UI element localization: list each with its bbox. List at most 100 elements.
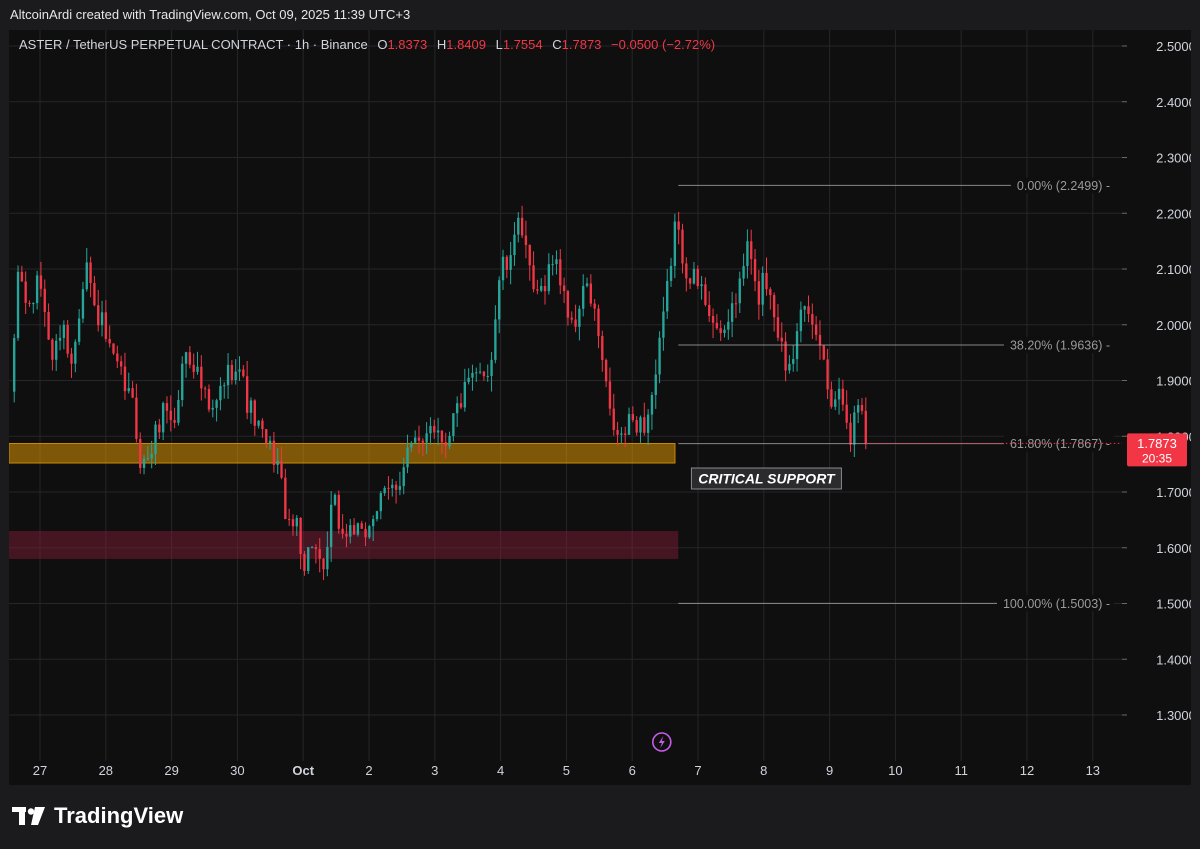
y-tick-label: 2.2000 (1156, 206, 1191, 221)
candle-body (746, 241, 749, 267)
candle-body (646, 414, 650, 433)
x-tick-label: 2 (365, 763, 372, 778)
x-tick-label: 5 (563, 763, 570, 778)
candle-body (803, 306, 806, 310)
candle-body (459, 403, 463, 408)
candle-body (177, 399, 180, 423)
candle-body (750, 241, 753, 260)
candle-body (287, 519, 291, 521)
candle-body (688, 278, 692, 284)
y-tick-label: 2.1000 (1156, 262, 1191, 277)
candle-body (860, 405, 864, 411)
candle-body (604, 359, 608, 382)
candle-body (322, 558, 325, 570)
candle-body (39, 275, 43, 289)
candle-body (475, 372, 478, 374)
price-chart[interactable]: 0.00% (2.2499) - 38.20% (1.9636) - 61.80% … (9, 30, 1191, 785)
candle-body (150, 453, 153, 459)
x-tick-label: 6 (629, 763, 636, 778)
candle-body (238, 369, 241, 372)
candle-body (692, 268, 696, 284)
high-value: 1.8409 (446, 37, 486, 52)
candle-body (757, 281, 761, 305)
candle-body (253, 400, 256, 426)
candle-body (268, 440, 272, 443)
candle-body (608, 381, 612, 409)
candle-body (578, 308, 581, 327)
candle-body (478, 371, 482, 373)
y-tick-label: 2.5000 (1156, 39, 1191, 54)
candle-body (77, 318, 81, 342)
candle-body (769, 289, 772, 296)
candle-body (97, 305, 100, 326)
candle-body (486, 376, 489, 378)
candle-body (135, 397, 138, 440)
fib-label: 100.00% (1.5003) - (1003, 597, 1110, 611)
candle-body (356, 523, 360, 535)
close-value: 1.7873 (561, 37, 602, 52)
candle-body (364, 528, 367, 538)
candle-body (13, 338, 16, 392)
candle-body (509, 255, 512, 270)
candle-body (116, 353, 119, 362)
candle-body (715, 322, 719, 329)
candle-body (421, 440, 424, 443)
candle-body (230, 364, 234, 381)
candle-body (559, 259, 562, 286)
candle-body (490, 359, 493, 377)
candle-body (81, 289, 85, 319)
candle-body (295, 517, 298, 527)
candle-body (158, 424, 161, 433)
chart-area[interactable]: 0.00% (2.2499) - 38.20% (1.9636) - 61.80% … (9, 30, 1191, 785)
candle-body (849, 422, 852, 445)
candle-body (524, 235, 528, 246)
candle-body (425, 433, 428, 443)
x-tick-label: 29 (164, 763, 178, 778)
x-tick-label: 8 (760, 763, 767, 778)
candle-body (845, 404, 848, 423)
candle-body (505, 256, 509, 270)
candle-body (589, 283, 593, 304)
candle-body (780, 337, 783, 342)
candle-body (570, 317, 573, 320)
lightning-icon[interactable] (652, 732, 672, 752)
fib-label: 61.80% (1.7867) - (1010, 437, 1110, 451)
x-tick-label: 3 (431, 763, 438, 778)
candle-body (814, 324, 818, 335)
critical-support-label: CRITICAL SUPPORT (698, 471, 836, 487)
current-price-tag[interactable] (1127, 433, 1187, 467)
candle-body (719, 328, 722, 334)
candle-body (818, 334, 822, 346)
candle-body (566, 291, 570, 318)
candle-body (200, 366, 203, 389)
candle-body (146, 458, 150, 460)
candle-body (173, 419, 176, 423)
candle-body (654, 374, 657, 395)
symbol-name[interactable]: ASTER / TetherUS PERPETUAL CONTRACT · 1h… (19, 37, 368, 52)
candle-body (333, 494, 337, 505)
y-tick-label: 1.4000 (1156, 652, 1191, 667)
candle-body (119, 361, 123, 367)
candle-body (28, 302, 31, 304)
candle-body (681, 229, 684, 264)
candle-body (410, 442, 413, 448)
tradingview-brand[interactable]: TradingView (12, 803, 183, 829)
candle-body (142, 458, 146, 468)
candle-body (131, 388, 134, 398)
high-label: H (436, 37, 447, 52)
candle-body (673, 221, 677, 266)
candle-body (326, 546, 329, 570)
change-value: −0.0500 (−2.72%) (611, 37, 716, 52)
candle-body (32, 303, 35, 305)
candle-body (16, 271, 20, 339)
y-tick-label: 2.4000 (1156, 95, 1191, 110)
candle-body (242, 369, 245, 377)
candle-body (536, 289, 539, 291)
candle-body (352, 525, 356, 535)
candle-body (127, 388, 130, 392)
candle-body (219, 385, 222, 401)
candle-body (261, 420, 264, 430)
candle-body (314, 547, 318, 550)
x-tick-label: 12 (1020, 763, 1034, 778)
tradingview-wordmark: TradingView (54, 803, 184, 828)
